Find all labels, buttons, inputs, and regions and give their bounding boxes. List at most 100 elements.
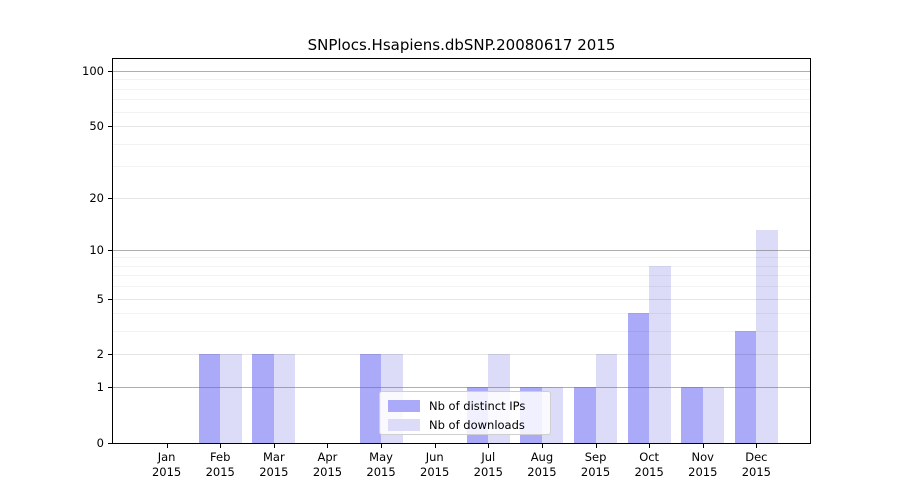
bar-ips-sep	[574, 387, 596, 443]
gridline-1	[113, 387, 810, 389]
x-tick-label-jan: Jan 2015	[135, 450, 199, 480]
bar-ips-nov	[681, 387, 703, 443]
bar-downloads-oct	[649, 265, 671, 443]
x-tick-mark-feb	[220, 444, 222, 448]
y-tick-label-5: 5	[96, 291, 104, 306]
x-tick-mark-oct	[649, 444, 651, 448]
y-tick-mark-50	[108, 126, 112, 128]
x-tick-year: 2015	[420, 465, 450, 479]
gridline-2	[113, 354, 810, 356]
legend: Nb of distinct IPs Nb of downloads	[379, 391, 551, 435]
y-tick-label-100: 100	[82, 64, 104, 78]
x-tick-month: Apr	[317, 450, 338, 464]
y-tick-mark-1	[108, 387, 112, 389]
x-tick-month: Jun	[425, 450, 444, 464]
x-tick-mark-jul	[488, 444, 490, 448]
y-tick-mark-100	[108, 71, 112, 72]
legend-item-distinct-ips: Nb of distinct IPs	[388, 398, 542, 414]
x-tick-year: 2015	[205, 465, 235, 479]
x-tick-year: 2015	[259, 465, 289, 479]
plot-area: Nb of distinct IPs Nb of downloads	[112, 58, 811, 444]
y-tick-label-1: 1	[96, 380, 104, 395]
y-tick-label-10: 10	[89, 242, 104, 257]
bar-ips-feb	[198, 354, 221, 443]
x-tick-month: Aug	[530, 450, 554, 464]
x-tick-year: 2015	[741, 465, 772, 479]
gridline-100	[113, 71, 810, 72]
x-tick-month: Oct	[639, 450, 660, 464]
gridline-20	[113, 197, 810, 199]
x-tick-mark-aug	[541, 444, 543, 448]
gridline-30	[113, 166, 810, 168]
x-tick-mark-jan	[166, 444, 168, 448]
x-tick-month: Dec	[745, 450, 768, 464]
bar-ips-may	[359, 354, 382, 443]
x-tick-label-apr: Apr 2015	[295, 450, 359, 480]
gridline-3	[113, 331, 810, 333]
x-tick-month: May	[369, 450, 393, 464]
x-tick-label-jun: Jun 2015	[403, 450, 467, 480]
y-tick-label-0: 0	[96, 436, 104, 450]
x-tick-label-mar: Mar 2015	[242, 450, 306, 480]
legend-swatch-distinct-ips	[388, 400, 420, 412]
x-tick-label-aug: Aug 2015	[510, 450, 574, 480]
x-tick-mark-may	[381, 444, 383, 448]
x-tick-month: Jul	[481, 450, 496, 464]
y-tick-label-50: 50	[89, 119, 104, 134]
x-tick-label-jul: Jul 2015	[456, 450, 520, 480]
x-tick-year: 2015	[366, 465, 396, 479]
x-tick-month: Nov	[691, 450, 714, 464]
legend-swatch-downloads	[388, 419, 420, 431]
x-tick-year: 2015	[473, 465, 503, 479]
x-tick-mark-jun	[434, 444, 436, 448]
bar-downloads-feb	[220, 354, 242, 443]
gridline-4	[113, 313, 810, 315]
gridline-5	[113, 298, 810, 300]
y-tick-mark-20	[108, 197, 112, 199]
gridline-10	[113, 249, 810, 251]
x-tick-mark-sep	[595, 444, 597, 448]
x-tick-mark-dec	[756, 444, 758, 448]
y-tick-mark-5	[108, 298, 112, 300]
x-tick-month: Sep	[584, 450, 607, 464]
bar-ips-oct	[627, 313, 650, 443]
y-tick-label-2: 2	[96, 347, 104, 362]
bar-downloads-sep	[595, 354, 618, 443]
gridline-50	[113, 126, 810, 128]
gridline-80	[113, 88, 810, 90]
x-tick-month: Mar	[262, 450, 285, 464]
x-tick-year: 2015	[688, 465, 718, 479]
x-tick-label-sep: Sep 2015	[564, 450, 628, 480]
chart-title: SNPlocs.Hsapiens.dbSNP.20080617 2015	[307, 36, 616, 54]
y-tick-mark-2	[108, 354, 112, 356]
x-tick-year: 2015	[527, 465, 557, 479]
bar-downloads-nov	[702, 387, 725, 443]
x-tick-month: Feb	[210, 450, 231, 464]
x-tick-label-feb: Feb 2015	[188, 450, 252, 480]
x-tick-label-oct: Oct 2015	[617, 450, 681, 480]
gridline-60	[113, 111, 810, 113]
x-tick-mark-mar	[273, 444, 275, 448]
x-tick-label-may: May 2015	[349, 450, 413, 480]
x-tick-label-dec: Dec 2015	[724, 450, 788, 480]
y-tick-mark-10	[108, 249, 112, 251]
x-tick-year: 2015	[634, 465, 664, 479]
legend-label-downloads: Nb of downloads	[429, 418, 525, 432]
bar-ips-mar	[252, 354, 274, 443]
bar-ips-dec	[734, 331, 757, 443]
bar-downloads-dec	[756, 230, 778, 443]
gridline-90	[113, 79, 810, 81]
x-tick-month: Jan	[157, 450, 176, 464]
x-tick-year: 2015	[580, 465, 611, 479]
x-tick-mark-apr	[327, 444, 329, 448]
legend-item-downloads: Nb of downloads	[388, 417, 542, 433]
y-tick-label-20: 20	[89, 190, 104, 205]
gridline-70	[113, 99, 810, 101]
x-tick-label-nov: Nov 2015	[671, 450, 735, 480]
gridline-7	[113, 275, 810, 277]
legend-label-distinct-ips: Nb of distinct IPs	[429, 399, 526, 413]
x-tick-year: 2015	[312, 465, 343, 479]
gridline-9	[113, 257, 810, 259]
gridline-8	[113, 265, 810, 267]
